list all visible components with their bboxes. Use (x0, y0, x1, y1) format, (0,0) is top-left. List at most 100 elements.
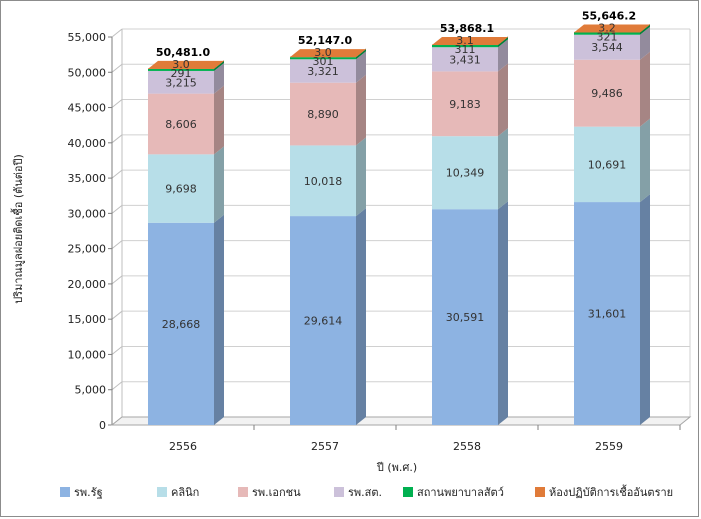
bar-side (214, 214, 224, 425)
bars (148, 23, 650, 425)
bar-segment (432, 136, 498, 210)
bar-side (356, 74, 366, 146)
y-tick-label: 25,000 (68, 243, 107, 256)
bar-segment (574, 34, 640, 60)
x-tick-label: 2559 (595, 440, 623, 453)
data-label: 3.2 (598, 21, 616, 34)
bar-side (356, 137, 366, 217)
bar-top (574, 24, 650, 33)
x-tick-label: 2557 (311, 440, 339, 453)
bar-side (498, 63, 508, 137)
bar-segment (574, 126, 640, 203)
bar-side (356, 208, 366, 425)
bar-segment (290, 145, 356, 217)
legend-swatch (334, 487, 344, 497)
data-label: 3.0 (314, 46, 332, 59)
data-label: 10,349 (446, 167, 485, 180)
data-label: 3,321 (307, 65, 339, 78)
data-label: 321 (597, 30, 618, 43)
bar-segment (290, 59, 356, 83)
bar-side (214, 146, 224, 223)
bar-side (214, 85, 224, 155)
data-label: 9,183 (449, 98, 481, 111)
bar-side (640, 194, 650, 425)
data-label: 10,691 (588, 158, 627, 171)
bar-side (640, 26, 650, 60)
gridline-depth (111, 346, 123, 355)
legend-swatch (238, 487, 248, 497)
bar-segment (432, 47, 498, 72)
y-tick-label: 45,000 (68, 102, 107, 115)
bar-segment (148, 70, 214, 94)
legend-label: รพ.รัฐ (74, 486, 103, 499)
bar-segment (148, 68, 214, 71)
bar-side (214, 62, 224, 94)
x-tick-label: 2558 (453, 440, 481, 453)
legend-label: คลินิก (171, 486, 199, 499)
bar-side (498, 37, 508, 48)
data-label: 30,591 (446, 311, 485, 324)
legend-swatch (60, 487, 70, 497)
bar-side (498, 39, 508, 72)
bar-segment (148, 93, 214, 155)
gridline-depth (111, 169, 123, 179)
bar-segment (432, 209, 498, 425)
bar-segment (148, 154, 214, 223)
y-tick-label: 50,000 (68, 66, 107, 79)
data-label: 8,606 (165, 118, 197, 131)
total-label: 50,481.0 (156, 46, 211, 59)
bar-side (498, 201, 508, 425)
gridline-depth (111, 275, 123, 285)
gridline-depth (111, 28, 123, 38)
data-label: 311 (455, 43, 476, 56)
data-label: 9,698 (165, 183, 197, 196)
legend-label: รพ.สต. (348, 486, 382, 499)
bar-side (498, 128, 508, 210)
gridline-depth (111, 63, 123, 73)
legend-label: รพ.เอกชน (252, 486, 301, 499)
data-label: 10,018 (304, 175, 343, 188)
legend-label: สถานพยาบาลสัตว์ (417, 486, 504, 499)
bar-side (356, 51, 366, 83)
data-label: 291 (171, 67, 192, 80)
y-tick-label: 35,000 (68, 172, 107, 185)
bar-segment (432, 71, 498, 137)
gridline-depth (111, 204, 123, 214)
y-tick-label: 30,000 (68, 207, 107, 220)
bar-segment (290, 57, 356, 60)
gridline-depth (111, 240, 123, 250)
total-label: 53,868.1 (440, 22, 494, 35)
bar-segment (574, 59, 640, 127)
data-label: 8,890 (307, 108, 339, 121)
total-label: 55,646.2 (582, 9, 636, 22)
bar-top (290, 49, 366, 58)
data-label: 31,601 (588, 308, 627, 321)
gridline-depth (111, 99, 123, 108)
data-label: 3,215 (165, 76, 197, 89)
bar-side (214, 60, 224, 71)
data-label: 29,614 (304, 315, 343, 328)
bar-segment (574, 32, 640, 35)
legend-swatch (157, 487, 167, 497)
data-label: 301 (313, 55, 334, 68)
bar-segment (148, 222, 214, 425)
bar-side (640, 51, 650, 127)
bar-side (640, 24, 650, 35)
bar-side (356, 49, 366, 60)
data-label: 3,544 (591, 41, 623, 54)
bar-segment (290, 216, 356, 425)
gridline-depth (111, 381, 123, 391)
y-axis-title: ปริมาณมูลฝอยติดเชื้อ (ตันต่อปี) (10, 154, 25, 304)
axes: 0 5,000 10,000 15,000 20,000 25,000 30,000 35,0… (68, 31, 692, 453)
legend-label: ห้องปฏิบัติการเชื้ออันตราย (549, 484, 673, 499)
legend: รพ.รัฐ คลินิก รพ.เอกชน รพ.สต. สถานพยาบาลสัตว… (60, 484, 673, 499)
y-tick-label: 10,000 (68, 348, 107, 361)
bar-segment (574, 202, 640, 425)
data-label: 3.0 (172, 58, 190, 71)
labels: 28,6689,6988,6063,2152913.050,481.029,61… (156, 9, 636, 330)
x-axis-title: ปี (พ.ศ.) (376, 461, 417, 474)
legend-swatch (535, 487, 545, 497)
bar-top (432, 36, 508, 45)
gridline-depth (111, 310, 123, 320)
